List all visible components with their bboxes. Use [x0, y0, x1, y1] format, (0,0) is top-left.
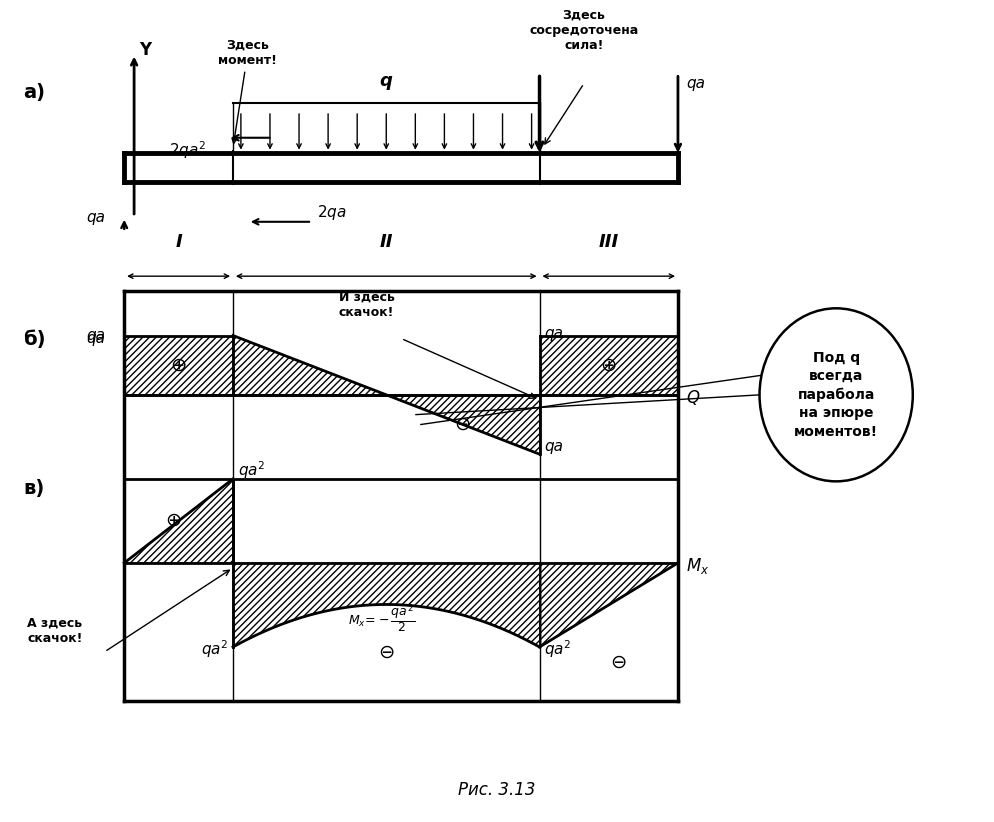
Text: А здесь
скачок!: А здесь скачок! [27, 617, 83, 645]
Text: $M_x\!=\!-\dfrac{qa^2}{2}$: $M_x\!=\!-\dfrac{qa^2}{2}$ [348, 603, 414, 635]
Text: Под q
всегда
парабола
на эпюре
моментов!: Под q всегда парабола на эпюре моментов! [794, 351, 879, 439]
Text: qa: qa [545, 326, 564, 341]
Text: Здесь
сосредоточена
сила!: Здесь сосредоточена сила! [530, 9, 638, 52]
Text: Y: Y [139, 40, 151, 58]
Text: Здесь
момент!: Здесь момент! [219, 39, 277, 143]
Text: I: I [175, 233, 182, 251]
Text: qa: qa [686, 76, 705, 91]
Text: $2qa^2$: $2qa^2$ [169, 139, 206, 160]
Text: в): в) [24, 478, 45, 497]
Text: $qa^2$: $qa^2$ [238, 459, 265, 481]
Text: $\oplus$: $\oplus$ [170, 356, 187, 375]
Text: $\ominus$: $\ominus$ [378, 643, 395, 662]
Text: $qa^2$: $qa^2$ [545, 638, 572, 660]
Text: $\oplus$: $\oplus$ [600, 356, 617, 375]
Text: $\oplus$: $\oplus$ [165, 511, 182, 530]
Text: Рис. 3.13: Рис. 3.13 [458, 781, 536, 799]
Text: qa: qa [86, 328, 105, 343]
Text: III: III [598, 233, 619, 251]
Text: Q: Q [686, 389, 699, 407]
Text: $\ominus$: $\ominus$ [610, 653, 627, 672]
Text: $\ominus$: $\ominus$ [454, 415, 470, 434]
Text: $2qa$: $2qa$ [317, 203, 347, 222]
Text: $M_x$: $M_x$ [686, 556, 709, 576]
Text: qa: qa [86, 331, 105, 346]
Ellipse shape [759, 308, 912, 482]
Text: qa: qa [86, 210, 105, 224]
Text: И здесь
скачок!: И здесь скачок! [339, 291, 395, 319]
Text: qa: qa [545, 439, 564, 455]
Text: б): б) [24, 330, 46, 349]
Text: а): а) [24, 83, 46, 102]
Text: q: q [380, 72, 393, 90]
Text: $qa^2$: $qa^2$ [201, 638, 228, 660]
Text: II: II [380, 233, 393, 251]
